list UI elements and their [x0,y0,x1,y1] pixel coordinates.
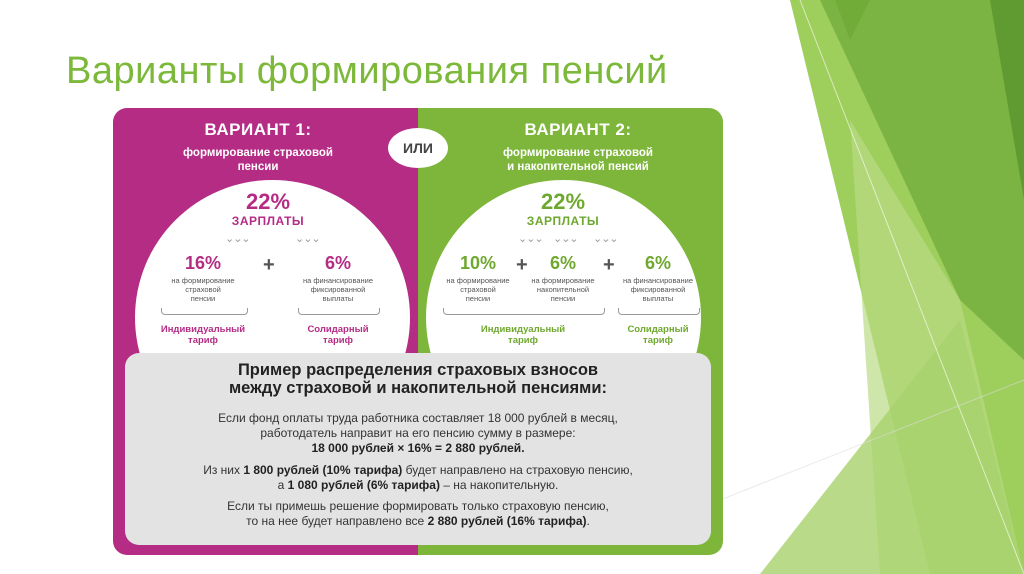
option2-plus-1: + [516,254,528,276]
example-p1-line3: 18 000 рублей × 16% = 2 880 рублей. [311,441,525,455]
example-p2-line2: а 1 080 рублей (6% тарифа) – на накопите… [277,478,559,492]
example-p2-line1: Из них 1 800 рублей (10% тарифа) будет н… [203,463,633,477]
option1-tarif2: Солидарный тариф [307,324,369,346]
option1-brace-2 [298,308,380,315]
option2-brace-1 [443,308,605,315]
or-badge: ИЛИ [388,128,448,168]
slide-title: Варианты формирования пенсий [66,50,668,92]
option1-part1-caption: на формирование страховой пенсии [171,276,235,303]
example-title: Пример распределения страховых взносов м… [228,361,608,397]
example-p1-line2: работодатель направит на его пенсию сумм… [260,426,576,440]
option2-arrow-middle-icon: ⌄⌄⌄ [553,233,579,245]
option1-total-pct: 22% [245,189,291,214]
example-p3-line2: то на нее будет направлено все 2 880 руб… [246,514,590,528]
option2-subtitle-line1: формирование страховой [503,147,653,159]
pension-options-card: ВАРИАНТ 1: формирование страховой пенсии… [113,108,723,555]
example-p1-line1: Если фонд оплаты труда работника составл… [218,411,618,425]
option2-part1-caption: на формирование страховой пенсии [446,276,510,303]
option2-plus-2: + [603,254,615,276]
option2-tarif1: Индивидуальный тариф [480,324,566,346]
option2-tarif2: Солидарный тариф [627,324,689,346]
option1-arrow-left-icon: ⌄⌄⌄ [225,233,251,245]
option1-tarif1: Индивидуальный тариф [160,324,246,346]
option2-brace-2 [618,308,700,315]
option1-part2-pct: 6% [324,253,351,273]
option2-arrow-right-icon: ⌄⌄⌄ [593,233,619,245]
option2-arrow-left-icon: ⌄⌄⌄ [518,233,544,245]
option1-brace-1 [161,308,248,315]
option2-total-pct: 22% [540,189,586,214]
option2-heading: ВАРИАНТ 2: [524,120,632,139]
option1-header: ВАРИАНТ 1: формирование страховой пенсии [133,120,383,174]
option1-subtitle-line1: формирование страховой [183,147,333,159]
option1-part1-pct: 16% [184,253,222,273]
option1-subtitle-line2: пенсии [237,161,279,173]
option2-subtitle-line2: и накопительной пенсий [507,161,649,173]
option1-heading: ВАРИАНТ 1: [204,120,312,139]
option2-header: ВАРИАНТ 2: формирование страховой и нако… [453,120,703,174]
example-box: Пример распределения страховых взносов м… [125,353,711,545]
option2-part1-pct: 10% [459,253,497,273]
example-p3-line1: Если ты примешь решение формировать толь… [227,499,609,513]
option2-part2-pct: 6% [549,253,576,273]
option2-part3-pct: 6% [644,253,671,273]
option1-total-label: ЗАРПЛАТЫ [231,214,305,228]
option1-plus: + [263,254,275,276]
option2-part3-caption: на финансирование фиксированной выплаты [622,276,694,303]
option2-total-label: ЗАРПЛАТЫ [526,214,600,228]
option1-part2-caption: на финансирование фиксированной выплаты [302,276,374,303]
option2-part2-caption: на формирование накопительной пенсии [531,276,595,303]
option1-arrow-right-icon: ⌄⌄⌄ [295,233,321,245]
